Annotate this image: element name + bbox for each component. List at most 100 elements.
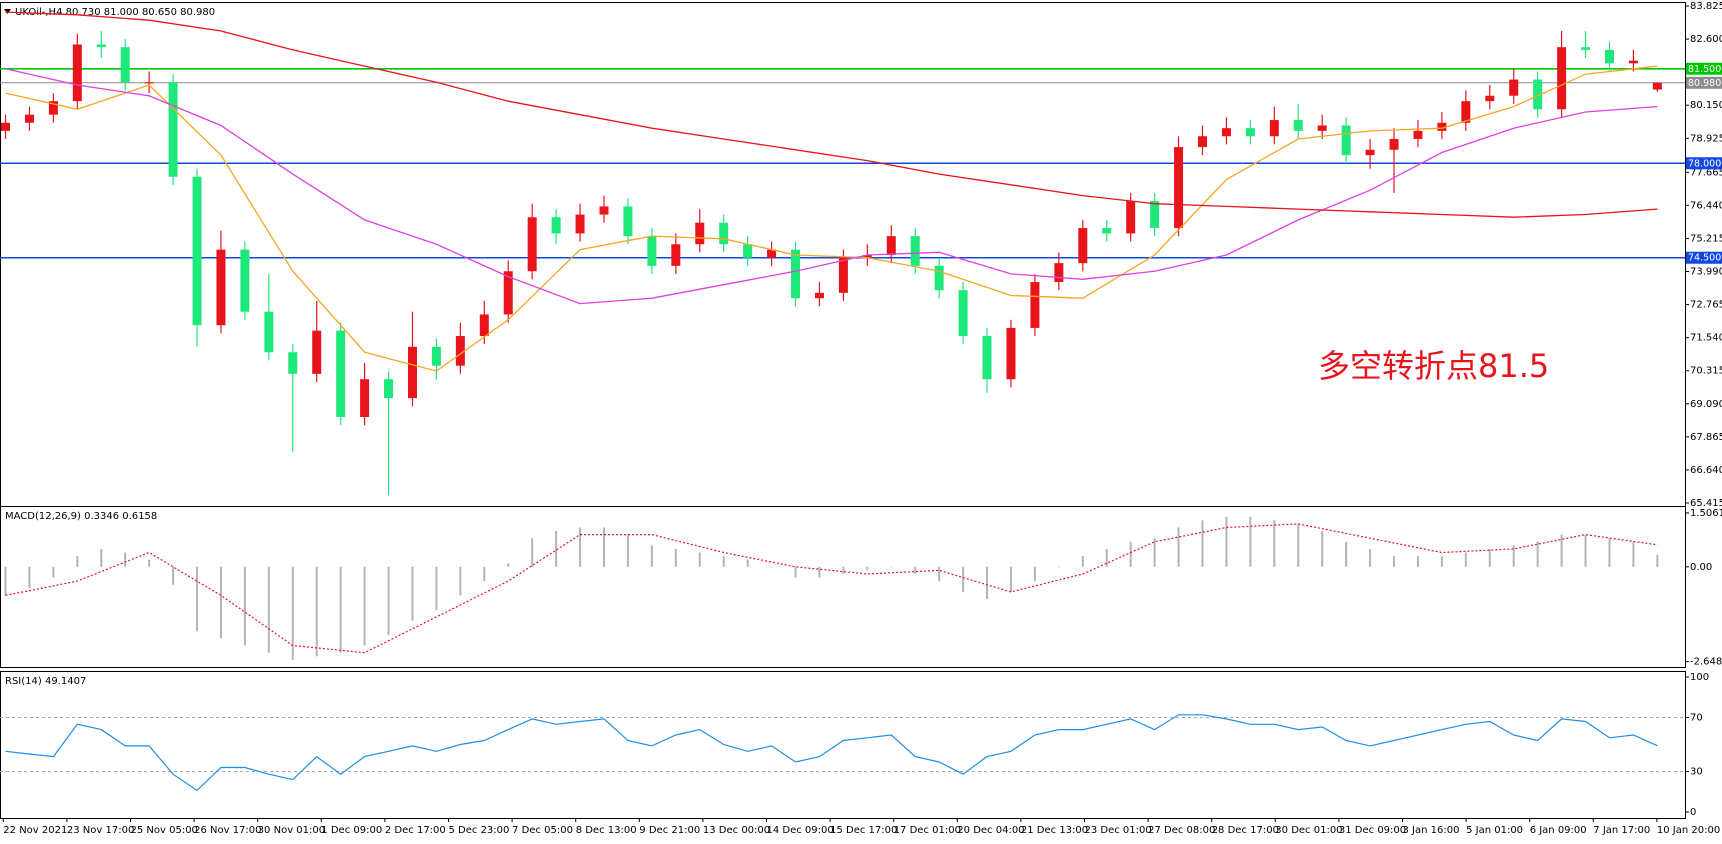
macd-bar (52, 566, 55, 578)
macd-bar (196, 566, 199, 632)
candle-body (1245, 128, 1255, 137)
macd-bar (1201, 520, 1204, 567)
candle-body (1581, 47, 1591, 50)
macd-bar (1321, 531, 1324, 567)
candle-body (1461, 101, 1471, 123)
price-level-label: 80.980 (1688, 78, 1721, 89)
candle-body (407, 346, 417, 399)
candle-body (599, 206, 609, 215)
time-label: 26 Nov 17:00 (194, 825, 261, 836)
macd-bar (219, 566, 222, 639)
candle-body (24, 114, 34, 123)
candle-body (862, 255, 872, 258)
macd-bar (124, 552, 127, 567)
candle-body (240, 249, 250, 312)
y-tick-label: 73.990 (1690, 267, 1722, 278)
price-level-box (1686, 157, 1722, 170)
candle-body (982, 336, 992, 380)
macd-bar (28, 566, 31, 589)
candle-body (1102, 228, 1112, 234)
macd-bar (1153, 538, 1156, 567)
candle-body (431, 346, 441, 366)
macd-bar (435, 566, 438, 610)
macd-bar (1273, 520, 1276, 567)
macd-bar (148, 559, 151, 567)
macd-bar (890, 566, 893, 568)
macd-bar (1488, 548, 1491, 567)
macd-bar (1033, 566, 1036, 582)
candle-body (1269, 120, 1279, 137)
candle-body (144, 82, 154, 84)
macd-bar (579, 527, 582, 567)
candle-body (958, 290, 968, 337)
macd-bar (1249, 516, 1252, 567)
macd-bar (387, 566, 390, 635)
time-label: 23 Nov 17:00 (67, 825, 134, 836)
y-tick-label: 69.090 (1690, 399, 1722, 410)
candle-body (910, 236, 920, 266)
macd-bar (1440, 556, 1443, 567)
rsi-line (5, 714, 1658, 792)
macd-bar (315, 566, 318, 657)
time-label: 17 Dec 01:00 (894, 825, 961, 836)
candle-body (1293, 120, 1303, 131)
y-tick-label: 78.925 (1690, 133, 1722, 144)
candle-body (719, 222, 729, 245)
panel-title: UKOil-,H4 80.730 81.000 80.650 80.980 (15, 7, 215, 18)
time-label: 5 Jan 01:00 (1466, 825, 1523, 836)
macd-bar (4, 566, 7, 596)
y-tick-label: -2.6487 (1690, 657, 1722, 668)
macd-bar (722, 556, 725, 567)
macd-bar (243, 566, 246, 646)
y-tick-label: 70 (1690, 713, 1703, 724)
macd-bar (603, 527, 605, 567)
candle-body (1437, 122, 1447, 131)
candle-body (1030, 282, 1040, 328)
candle-body (1341, 125, 1351, 156)
macd-bar (411, 566, 414, 621)
y-tick-label: 71.540 (1690, 333, 1722, 344)
time-label: 6 Jan 09:00 (1530, 825, 1587, 836)
price-level-label: 81.500 (1688, 64, 1721, 75)
time-label: 8 Dec 13:00 (576, 825, 637, 836)
moving-average (5, 11, 1658, 218)
macd-bar (555, 531, 558, 567)
macd-bar (698, 552, 701, 567)
panel-menu-icon[interactable] (4, 9, 11, 14)
panel-title: MACD(12,26,9) 0.3346 0.6158 (5, 511, 157, 522)
candle-body (886, 236, 896, 256)
moving-average (5, 68, 1658, 305)
macd-bar (986, 566, 989, 600)
macd-bar (1225, 516, 1228, 567)
macd-bar (100, 548, 103, 567)
y-tick-label: 75.215 (1690, 233, 1722, 244)
candle-body (336, 330, 346, 418)
macd-bar (1129, 541, 1132, 567)
time-label: 23 Dec 01:00 (1085, 825, 1152, 836)
macd-bar (1536, 541, 1539, 567)
y-tick-label: 83.825 (1690, 1, 1722, 12)
time-label: 3 Jan 16:00 (1403, 825, 1460, 836)
macd-bar (459, 566, 462, 596)
time-label: 20 Dec 04:00 (957, 825, 1024, 836)
macd-bar (76, 556, 79, 567)
candle-body (934, 265, 944, 291)
candle-body (1317, 125, 1327, 131)
panel-frame (0, 506, 1686, 668)
candle-body (1485, 95, 1495, 102)
time-label: 7 Jan 17:00 (1593, 825, 1650, 836)
macd-bar (1584, 534, 1587, 567)
price-level-label: 74.500 (1688, 253, 1721, 264)
macd-bar (1632, 541, 1635, 567)
price-level-box (1686, 76, 1722, 89)
candle-body (455, 336, 465, 366)
macd-bar (914, 566, 917, 574)
macd-bar (1393, 556, 1396, 567)
y-tick-label: 77.665 (1690, 167, 1722, 178)
y-tick-label: 72.765 (1690, 300, 1722, 311)
time-label: 1 Dec 09:00 (321, 825, 382, 836)
candle-body (168, 82, 178, 177)
time-label: 22 Nov 2021 (3, 825, 67, 836)
candle-body (1221, 128, 1231, 137)
